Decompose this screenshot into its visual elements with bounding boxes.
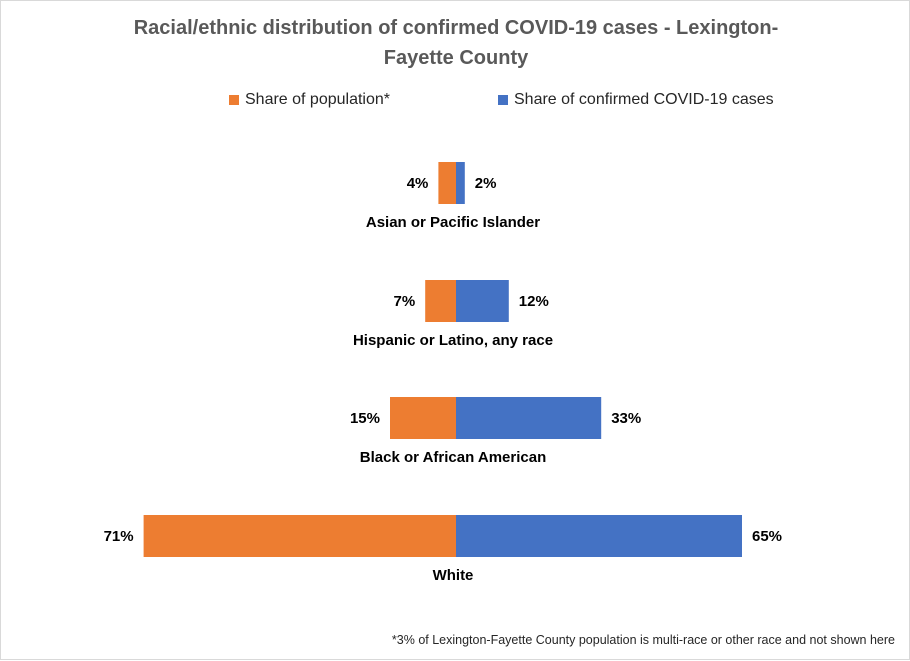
data-label-population-hispanic-or-latino-any-race: 7% [394, 293, 416, 310]
bar-cases-black-or-african-american [456, 397, 602, 439]
category-label-hispanic-or-latino-any-race: Hispanic or Latino, any race [353, 332, 553, 349]
category-label-black-or-african-american: Black or African American [360, 449, 546, 466]
bar-cases-white [456, 515, 742, 557]
legend-label-cases: Share of confirmed COVID-19 cases [514, 91, 774, 108]
data-label-cases-asian-or-pacific-islander: 2% [475, 175, 497, 192]
bar-population-white [143, 515, 456, 557]
bar-cases-hispanic-or-latino-any-race [456, 280, 509, 322]
category-label-asian-or-pacific-islander: Asian or Pacific Islander [366, 214, 540, 231]
legend-item-cases: Share of confirmed COVID-19 cases [498, 89, 774, 111]
chart-footnote: *3% of Lexington-Fayette County populati… [391, 633, 895, 647]
bar-cases-asian-or-pacific-islander [456, 162, 465, 204]
data-label-population-asian-or-pacific-islander: 4% [407, 175, 429, 192]
category-label-white: White [433, 567, 474, 584]
data-label-population-black-or-african-american: 15% [350, 410, 380, 427]
chart-title: Racial/ethnic distribution of confirmed … [133, 17, 779, 69]
legend-item-population: Share of population* [229, 89, 390, 111]
data-label-population-white: 71% [104, 528, 134, 545]
legend-swatch-cases [498, 95, 508, 105]
data-label-cases-white: 65% [752, 528, 782, 545]
bar-population-hispanic-or-latino-any-race [425, 280, 456, 322]
data-label-cases-black-or-african-american: 33% [611, 410, 641, 427]
bar-population-asian-or-pacific-islander [438, 162, 456, 204]
data-label-cases-hispanic-or-latino-any-race: 12% [519, 293, 549, 310]
bar-population-black-or-african-american [390, 397, 456, 439]
legend-label-population: Share of population* [245, 91, 390, 108]
legend-swatch-population [229, 95, 239, 105]
